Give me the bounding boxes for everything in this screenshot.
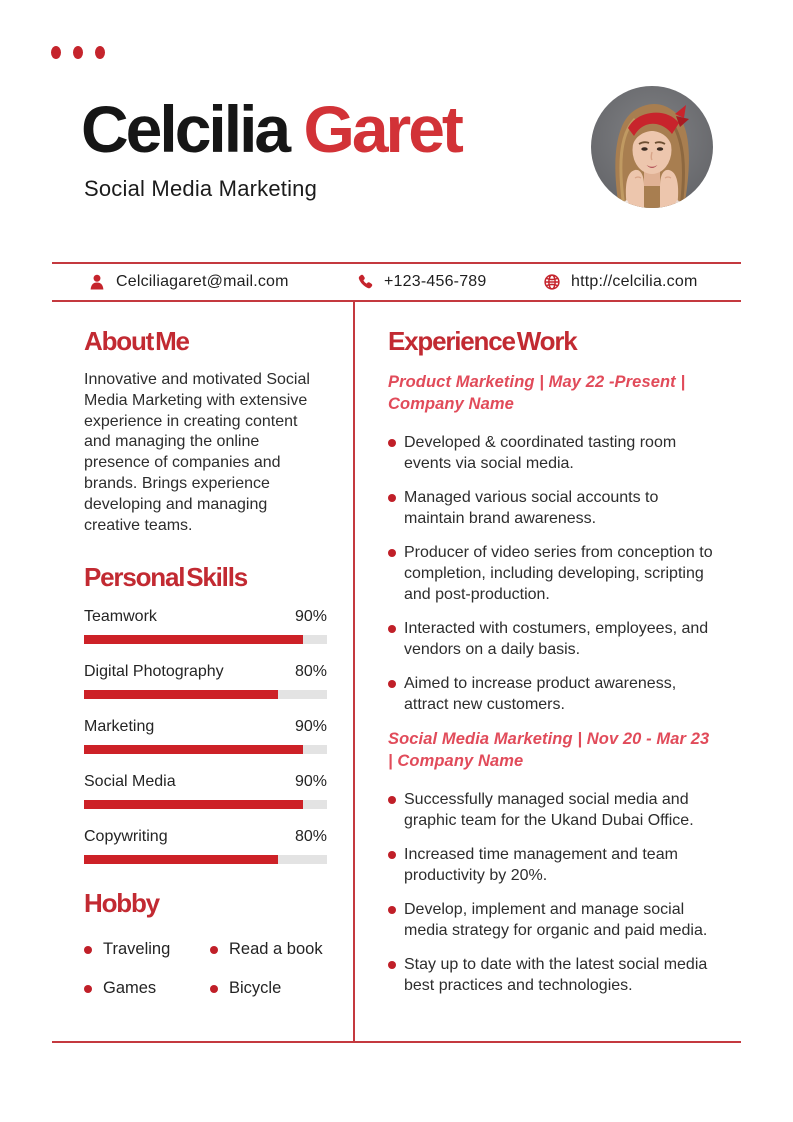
column-divider — [353, 302, 355, 1041]
skill-item-social-media: Social Media 90% — [84, 773, 327, 810]
hobby-item-read-a-book: Read a book — [210, 940, 327, 959]
footer-rule — [52, 1041, 741, 1043]
bullet-dot — [210, 945, 218, 954]
job-bullet: Increased time management and team produ… — [388, 844, 715, 886]
job-heading: Social Media Marketing | Nov 20 - Mar 23… — [388, 730, 710, 770]
globe-icon — [544, 274, 560, 290]
bullet-dot — [84, 945, 92, 954]
experience-title: Experience Work — [388, 326, 578, 356]
hobby-label: Bicycle — [229, 979, 282, 998]
contact-website: http://celcilia.com — [543, 264, 698, 300]
skill-item-digital-photography: Digital Photography 80% — [84, 663, 327, 700]
skill-bar-track — [84, 690, 327, 700]
job-social-media-marketing: Social Media Marketing | Nov 20 - Mar 23… — [388, 728, 715, 996]
skills-list: Teamwork 90% Digital Photography 80% — [84, 608, 327, 865]
skill-bar-fill — [84, 690, 279, 700]
hobby-list: Traveling Read a book Games Bicycle — [84, 940, 327, 998]
job-bullet: Interacted with costumers, employees, an… — [388, 618, 715, 660]
skill-label: Marketing — [84, 718, 155, 736]
about-text: Innovative and motivated Social Media Ma… — [84, 371, 310, 534]
skill-bar-fill — [84, 635, 303, 645]
job-bullet: Developed & coordinated tasting room eve… — [388, 432, 715, 474]
right-column: Experience Work Product Marketing | May … — [355, 300, 741, 1009]
skill-label: Social Media — [84, 773, 176, 791]
job-bullet: Stay up to date with the latest social m… — [388, 954, 715, 996]
job-bullet-list: Successfully managed social media and gr… — [388, 789, 715, 996]
skill-bar-track — [84, 800, 327, 810]
hobby-item-bicycle: Bicycle — [210, 979, 327, 998]
red-dot — [95, 46, 105, 59]
skill-label: Copywriting — [84, 828, 168, 846]
skill-bar-fill — [84, 800, 303, 810]
last-name: Garet — [303, 92, 463, 166]
person-icon — [90, 274, 104, 290]
skill-item-copywriting: Copywriting 80% — [84, 828, 327, 865]
skill-percent: 90% — [294, 718, 327, 736]
hobby-item-games: Games — [84, 979, 210, 998]
job-bullet: Successfully managed social media and gr… — [388, 789, 715, 831]
skill-bar-track — [84, 635, 327, 645]
phone-text: +123-456-789 — [384, 273, 487, 290]
skills-title: Personal Skills — [84, 562, 248, 593]
job-subtitle: Social Media Marketing — [84, 176, 318, 201]
bullet-dot — [84, 984, 92, 993]
skill-percent: 80% — [294, 828, 327, 846]
hobby-label: Read a book — [229, 940, 323, 959]
first-name: Celcilia — [81, 92, 291, 166]
job-product-marketing: Product Marketing | May 22 -Present | Co… — [388, 371, 715, 715]
hobby-label: Games — [103, 979, 157, 998]
red-dot — [51, 46, 61, 59]
hobby-item-traveling: Traveling — [84, 940, 210, 959]
skill-bar-fill — [84, 745, 303, 755]
about-title: About Me — [84, 326, 190, 356]
skill-percent: 90% — [294, 773, 327, 791]
skill-bar-track — [84, 745, 327, 755]
hobby-label: Traveling — [103, 940, 171, 959]
decorative-dots — [51, 46, 105, 59]
left-column: About Me Innovative and motivated Social… — [52, 300, 353, 998]
skill-item-marketing: Marketing 90% — [84, 718, 327, 755]
contact-phone: +123-456-789 — [356, 264, 487, 300]
skill-label: Digital Photography — [84, 663, 224, 681]
red-dot — [73, 46, 83, 59]
skill-bar-fill — [84, 855, 279, 865]
skill-label: Teamwork — [84, 608, 157, 626]
skill-percent: 90% — [294, 608, 327, 626]
job-bullet-list: Developed & coordinated tasting room eve… — [388, 432, 715, 715]
person-name: Celcilia Garet — [81, 96, 464, 162]
profile-photo — [591, 86, 713, 208]
job-bullet: Develop, implement and manage social med… — [388, 899, 715, 941]
phone-icon — [358, 274, 373, 289]
website-text: http://celcilia.com — [571, 273, 698, 290]
job-bullet: Aimed to increase product awareness, att… — [388, 673, 715, 715]
email-text: Celciliagaret@mail.com — [116, 273, 289, 290]
contact-bar: Celciliagaret@mail.com +123-456-789 http… — [52, 262, 741, 302]
hobby-title: Hobby — [84, 888, 160, 919]
job-bullet: Producer of video series from conception… — [388, 542, 715, 605]
job-bullet: Managed various social accounts to maint… — [388, 487, 715, 529]
bullet-dot — [210, 984, 218, 993]
job-heading: Product Marketing | May 22 -Present | Co… — [388, 373, 686, 413]
skill-percent: 80% — [294, 663, 327, 681]
skill-bar-track — [84, 855, 327, 865]
contact-email: Celciliagaret@mail.com — [88, 264, 289, 300]
skill-item-teamwork: Teamwork 90% — [84, 608, 327, 645]
avatar-illustration — [591, 86, 713, 208]
